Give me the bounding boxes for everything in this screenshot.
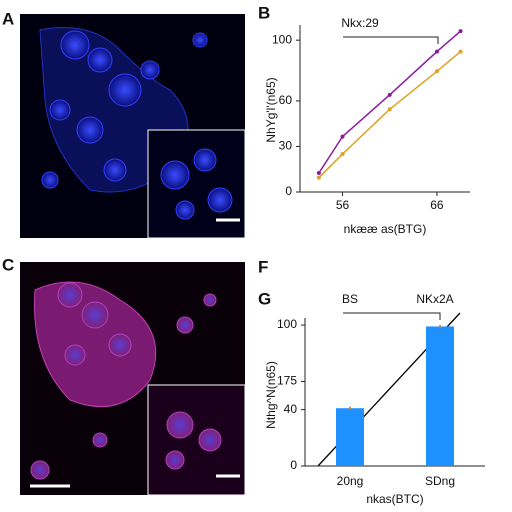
bar <box>336 408 364 466</box>
point <box>316 171 321 176</box>
point <box>434 49 439 54</box>
panel-label: F <box>258 257 268 276</box>
axis <box>299 25 470 193</box>
point <box>434 69 439 74</box>
annotation: NKx2A <box>416 292 453 306</box>
y-tick-label: 100 <box>272 32 292 46</box>
point <box>340 134 345 139</box>
x-tick-label: 66 <box>430 198 444 212</box>
y-axis-label: Nthg^N(n65) <box>264 361 278 429</box>
y-tick-label: 0 <box>290 458 297 472</box>
x-tick-label: 20ng <box>337 474 364 488</box>
bracket <box>343 312 441 320</box>
micrograph-a <box>20 14 246 239</box>
point <box>387 92 392 97</box>
x-axis-label: nkææ as(BTG) <box>344 222 427 236</box>
x-tick-label: 56 <box>336 198 350 212</box>
micrograph-c <box>20 262 246 496</box>
y-tick-label: 0 <box>285 184 292 198</box>
y-tick-label: 40 <box>284 402 298 416</box>
axis <box>304 318 485 467</box>
panel-label: G <box>258 289 271 308</box>
panel-label: C <box>2 255 14 274</box>
bar <box>426 326 454 466</box>
y-axis-label: NhYg'l'(n65) <box>264 77 278 142</box>
panel-label: A <box>2 9 14 28</box>
x-tick-label: SDng <box>425 474 455 488</box>
y-tick-label: 60 <box>279 93 293 107</box>
bracket <box>343 36 439 44</box>
annotation: BS <box>342 292 358 306</box>
line <box>318 50 462 179</box>
point <box>458 49 463 54</box>
point <box>387 107 392 112</box>
annotation: Nkx:29 <box>341 16 379 30</box>
x-axis-label: nkas(BTC) <box>366 492 423 506</box>
y-tick-label: 100 <box>277 317 297 331</box>
panel-label: B <box>258 3 270 22</box>
y-tick-label: 30 <box>279 139 293 153</box>
point <box>458 29 463 34</box>
point <box>340 152 345 157</box>
point <box>316 175 321 180</box>
y-tick-label: 175 <box>277 374 297 388</box>
line <box>318 30 462 174</box>
